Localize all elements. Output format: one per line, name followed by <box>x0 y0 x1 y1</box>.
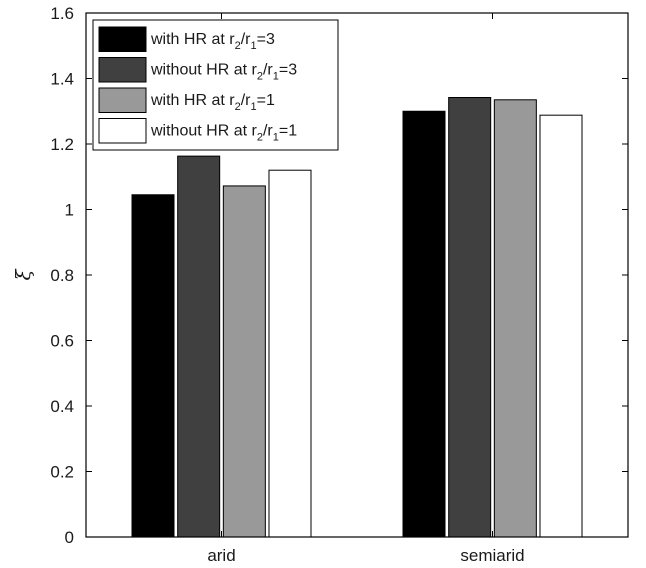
x-tick-label: semiarid <box>460 546 524 565</box>
legend-swatch <box>98 118 147 144</box>
bar-semiarid-series-3 <box>493 99 537 538</box>
y-axis-label: ξ <box>11 269 35 281</box>
legend: with HR at r2/r1=3 without HR at r2/r1=3 w… <box>92 19 339 151</box>
legend-label: with HR at r2/r1=3 <box>150 31 275 52</box>
legend-swatch <box>98 57 147 83</box>
y-tick-label: 0.2 <box>50 463 74 482</box>
legend-label: without HR at r2/r1=1 <box>150 123 297 144</box>
bar-semiarid-series-1 <box>402 110 446 538</box>
bar-semiarid-series-2 <box>448 97 492 538</box>
y-tick-label: 0.6 <box>50 332 74 351</box>
y-tick-label: 1.2 <box>50 135 74 154</box>
legend-label: with HR at r2/r1=1 <box>150 92 275 113</box>
bar-arid-series-1 <box>131 194 175 538</box>
y-tick-label: 1.4 <box>50 70 74 89</box>
bar-semiarid-series-4 <box>539 114 583 538</box>
bars <box>131 97 583 538</box>
bar-arid-series-4 <box>268 169 312 538</box>
y-tick-label: 0 <box>65 528 74 547</box>
legend-label: without HR at r2/r1=3 <box>150 62 297 83</box>
x-axis: arid semiarid <box>207 13 525 565</box>
y-tick-label: 0.8 <box>50 266 74 285</box>
legend-swatch <box>98 87 147 113</box>
y-tick-label: 1 <box>65 201 74 220</box>
y-tick-label: 1.6 <box>50 4 74 23</box>
bar-arid-series-2 <box>177 155 221 538</box>
y-axis: 0 0.2 0.4 0.6 0.8 1 1.2 1.4 1.6 <box>50 4 628 547</box>
x-tick-label: arid <box>207 546 235 565</box>
y-tick-label: 0.4 <box>50 397 74 416</box>
bar-arid-series-3 <box>222 185 266 538</box>
legend-swatch <box>98 26 147 52</box>
